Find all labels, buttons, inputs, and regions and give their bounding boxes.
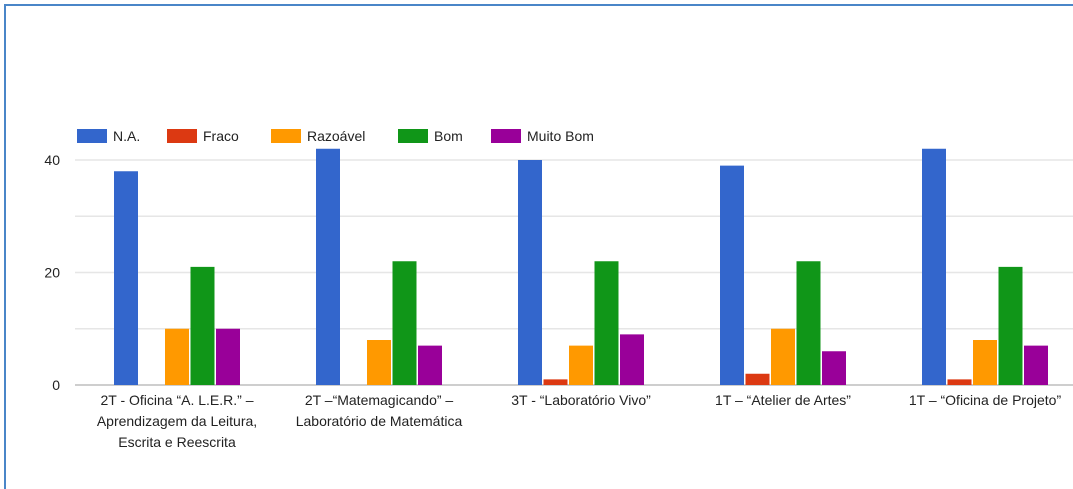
legend-label: Fraco — [203, 128, 239, 144]
x-tick-label: 2T - Oficina “A. L.E.R.” – Aprendizagem d… — [97, 392, 257, 450]
bar-muito-bom — [1024, 345, 1048, 385]
legend-item-bom: Bom — [398, 128, 463, 144]
bar-fraco — [543, 379, 568, 385]
bar-bom — [392, 261, 417, 385]
bar-muito-bom — [822, 351, 846, 385]
legend-swatch — [491, 129, 521, 143]
y-axis-ticks: 0 20 40 — [44, 152, 60, 393]
x-tick-label: 1T – “Oficina de Projeto” — [909, 392, 1062, 408]
x-tick-label: 3T - “Laboratório Vivo” — [511, 392, 651, 408]
bar-razo-vel — [771, 328, 795, 385]
bar-razo-vel — [367, 340, 391, 385]
bar-bom — [594, 261, 619, 385]
y-tick-label: 40 — [44, 152, 60, 168]
bar-n-a — [922, 148, 946, 385]
bar-muito-bom — [418, 345, 442, 385]
legend-label: Muito Bom — [527, 128, 594, 144]
y-tick-label: 20 — [44, 265, 60, 281]
bar-razo-vel — [973, 340, 997, 385]
bar-n-a — [518, 160, 542, 385]
legend-label: Bom — [434, 128, 463, 144]
legend-swatch — [271, 129, 301, 143]
legend-label: Razoável — [307, 128, 365, 144]
bar-fraco — [745, 373, 770, 385]
legend-swatch — [398, 129, 428, 143]
legend-item-muito-bom: Muito Bom — [491, 128, 594, 144]
bar-fraco — [947, 379, 972, 385]
x-tick-label: 2T –“Matemagicando” – Laboratório de Mate… — [296, 392, 463, 429]
x-tick-label: 1T – “Atelier de Artes” — [715, 392, 851, 408]
bar-muito-bom — [620, 334, 644, 385]
legend-item-n-a: N.A. — [77, 128, 140, 144]
legend-swatch — [77, 129, 107, 143]
legend-label: N.A. — [113, 128, 140, 144]
bar-bom — [998, 266, 1023, 385]
legend-item-fraco: Fraco — [167, 128, 239, 144]
bar-bom — [190, 266, 215, 385]
bar-razo-vel — [165, 328, 189, 385]
legend-swatch — [167, 129, 197, 143]
legend-item-razo-vel: Razoável — [271, 128, 365, 144]
y-tick-label: 0 — [52, 377, 60, 393]
bar-n-a — [720, 165, 744, 385]
bar-razo-vel — [569, 345, 593, 385]
x-axis-labels: 2T - Oficina “A. L.E.R.” – Aprendizagem d… — [97, 392, 1062, 450]
bar-n-a — [114, 171, 138, 385]
bars — [114, 148, 1048, 385]
legend: N.A. Fraco Razoável Bom Muito Bom — [77, 128, 594, 144]
bar-bom — [796, 261, 821, 385]
bar-muito-bom — [216, 328, 240, 385]
bar-n-a — [316, 148, 340, 385]
